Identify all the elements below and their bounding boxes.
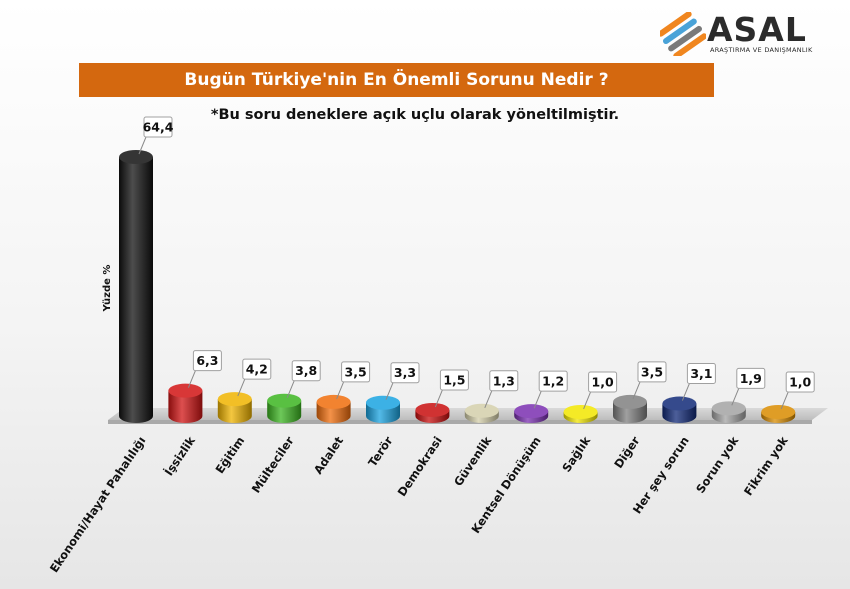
bar-8	[464, 403, 499, 423]
data-label-leader	[484, 390, 493, 408]
bar-4	[267, 393, 302, 423]
data-label: 3,5	[345, 364, 367, 379]
bar-5	[316, 394, 351, 423]
bar-top	[514, 404, 549, 419]
logo-tagline: ARAŞTIRMA VE DANIŞMANLIK	[710, 46, 813, 54]
data-label-box	[637, 361, 667, 383]
x-tick-label: Sorun yok	[693, 434, 741, 496]
bar-top	[563, 404, 598, 419]
data-label-box	[538, 370, 568, 392]
bar-13	[711, 401, 746, 423]
bar-body	[168, 390, 203, 423]
data-label-box	[192, 350, 222, 372]
bar-top	[613, 394, 647, 409]
bar-top	[761, 404, 796, 419]
data-label-box	[736, 367, 766, 389]
x-tick-label: Adalet	[311, 433, 346, 476]
data-label: 4,2	[246, 362, 268, 377]
data-label: 1,3	[493, 373, 515, 388]
data-label-box	[489, 370, 519, 392]
y-axis-label: Yüzde %	[102, 265, 113, 313]
data-label: 1,9	[740, 371, 762, 386]
data-label-box	[291, 360, 321, 382]
bar-7	[415, 402, 450, 423]
data-label: 1,0	[789, 374, 811, 389]
logo-name: ASAL	[707, 10, 807, 49]
bar-12	[662, 396, 697, 423]
chart-subtitle: *Bu soru deneklere açık uçlu olarak yöne…	[210, 107, 620, 123]
bar-top	[711, 401, 746, 416]
x-tick-label: Güvenlik	[451, 434, 494, 489]
data-label-leader	[336, 381, 345, 400]
data-label: 3,3	[394, 365, 416, 380]
floor-edge	[108, 420, 812, 424]
bar-6	[366, 395, 400, 423]
bar-top	[267, 393, 302, 408]
data-label: 64,4	[143, 120, 174, 135]
bar-11	[613, 394, 647, 423]
data-label: 1,0	[592, 374, 614, 389]
x-tick-label: Terör	[365, 434, 395, 470]
data-label: 3,8	[295, 363, 317, 378]
x-tick-label: Eğitim	[213, 434, 248, 476]
bar-top	[168, 383, 203, 398]
data-label: 1,5	[443, 372, 465, 387]
data-label-leader	[286, 380, 295, 398]
bar-top	[119, 150, 153, 164]
data-label-leader	[434, 389, 443, 408]
x-tick-label: Fikrim yok	[741, 434, 791, 499]
data-label: 6,3	[196, 353, 218, 368]
asal-logo-mark-icon	[657, 11, 708, 59]
data-label-leader	[533, 390, 542, 409]
bar-body	[119, 157, 153, 423]
data-label-box	[588, 371, 618, 393]
bar-10	[563, 404, 598, 423]
data-label-box	[242, 358, 272, 380]
data-label-box	[785, 371, 815, 393]
data-label-box	[143, 116, 173, 138]
bar-top	[366, 395, 400, 410]
bar-9	[514, 404, 549, 423]
data-label: 1,2	[542, 374, 564, 389]
data-label: 3,1	[690, 366, 712, 381]
data-label-leader	[632, 381, 641, 400]
x-tick-label: Mülteciler	[249, 434, 297, 496]
bar-top	[316, 394, 351, 409]
bar-top	[464, 403, 499, 418]
bar-1	[119, 150, 153, 423]
data-label-leader	[187, 370, 196, 388]
data-label-box	[686, 363, 716, 385]
bar-top	[415, 402, 450, 417]
x-tick-label: Diğer	[611, 434, 642, 471]
data-label-leader	[385, 382, 394, 400]
data-label-box	[439, 369, 469, 391]
x-tick-label: İşsizlik	[161, 433, 198, 478]
bar-2	[168, 383, 203, 423]
data-label-leader	[237, 378, 246, 397]
chart-title: Bugün Türkiye'nin En Önemli Sorunu Nedir…	[79, 63, 714, 97]
x-tick-label: Sağlık	[559, 434, 593, 475]
data-label-leader	[583, 391, 592, 410]
data-label: 3,5	[641, 364, 663, 379]
data-label-leader	[731, 388, 740, 406]
bar-top	[662, 396, 697, 411]
data-label-leader	[681, 383, 690, 401]
asal-logo: ASAL ARAŞTIRMA VE DANIŞMANLIK	[657, 10, 830, 59]
x-tick-label: Demokrasi	[395, 434, 445, 499]
bar-top	[217, 392, 252, 407]
x-tick-label: Ekonomi/Hayat Pahalılığı	[47, 434, 149, 575]
data-label-leader	[780, 391, 789, 410]
data-label-leader	[138, 136, 147, 155]
data-label-box	[390, 362, 420, 384]
bar-14	[761, 404, 796, 423]
bar-3	[217, 392, 252, 423]
data-label-box	[341, 361, 371, 383]
